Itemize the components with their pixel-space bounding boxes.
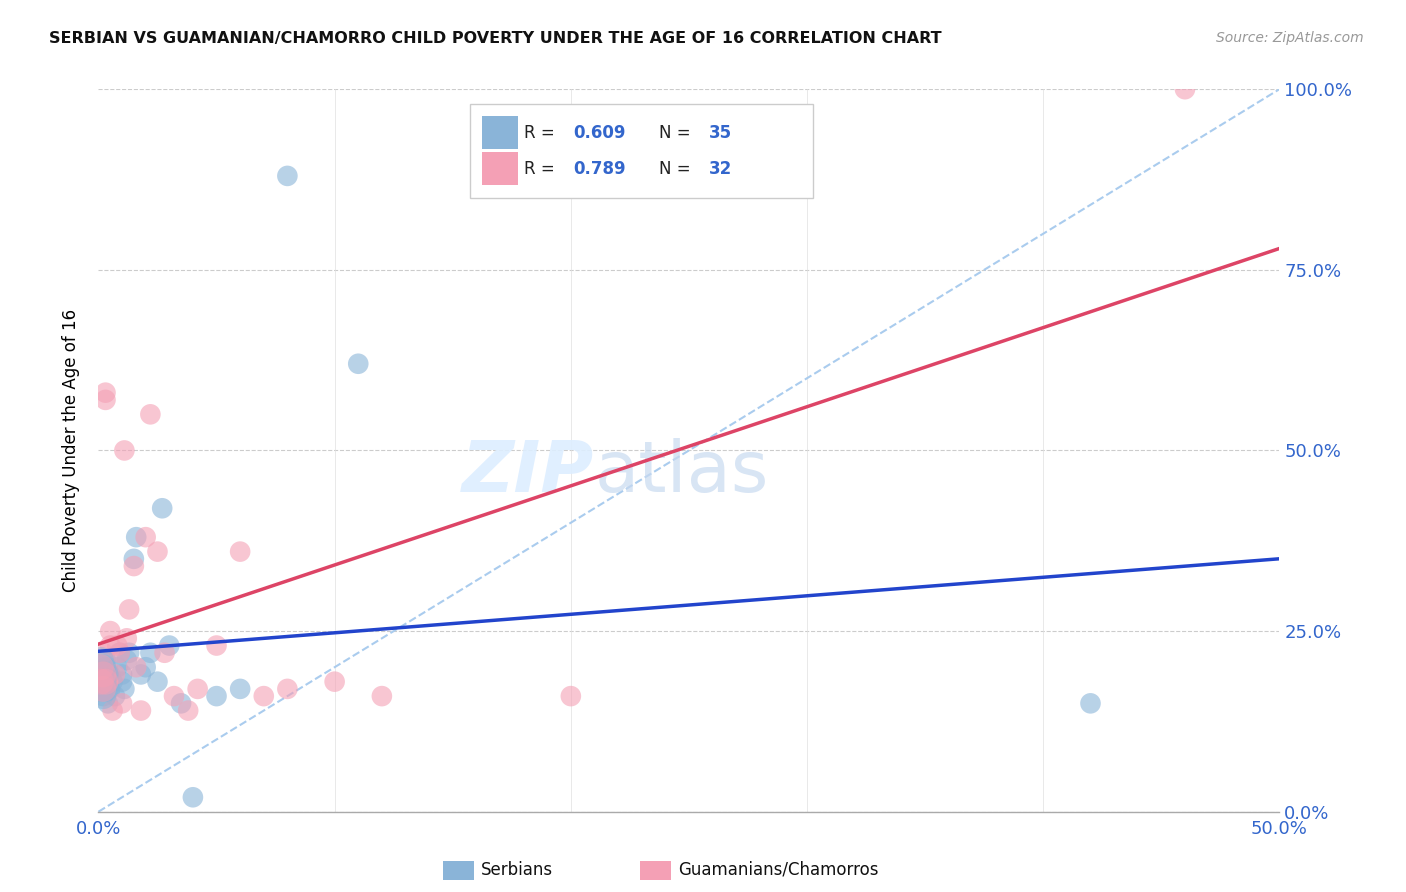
Point <box>177 704 200 718</box>
Point <box>98 639 121 653</box>
Point <box>98 681 121 696</box>
Point <box>94 392 117 407</box>
Point <box>94 667 117 681</box>
Point <box>253 689 276 703</box>
Point <box>112 443 135 458</box>
Point <box>129 667 152 681</box>
Point <box>125 530 148 544</box>
Point <box>371 689 394 703</box>
Point <box>170 696 193 710</box>
Point <box>229 544 252 558</box>
Point <box>347 357 370 371</box>
Point <box>205 639 228 653</box>
Point <box>187 681 209 696</box>
Point <box>108 646 131 660</box>
Point <box>97 674 120 689</box>
Point <box>104 689 127 703</box>
Point <box>94 653 117 667</box>
Point <box>98 667 121 681</box>
Point <box>163 689 186 703</box>
Point <box>94 385 117 400</box>
Text: 0.789: 0.789 <box>574 160 626 178</box>
Point <box>91 674 114 689</box>
Point <box>205 689 228 703</box>
Point <box>229 681 252 696</box>
Point <box>276 169 298 183</box>
Point <box>97 696 120 710</box>
Point <box>91 667 114 681</box>
Text: SERBIAN VS GUAMANIAN/CHAMORRO CHILD POVERTY UNDER THE AGE OF 16 CORRELATION CHAR: SERBIAN VS GUAMANIAN/CHAMORRO CHILD POVE… <box>49 31 942 46</box>
Point <box>90 681 112 696</box>
Point <box>118 602 141 616</box>
Text: R =: R = <box>523 160 560 178</box>
Point <box>91 689 114 703</box>
Point <box>97 660 120 674</box>
Point <box>115 632 138 646</box>
Point <box>111 667 134 681</box>
Point <box>153 646 176 660</box>
Point <box>90 660 112 674</box>
Point <box>101 704 124 718</box>
Point <box>112 681 135 696</box>
Point <box>181 790 204 805</box>
Bar <box>482 153 517 185</box>
Text: R =: R = <box>523 124 560 142</box>
Point <box>94 660 117 674</box>
Point <box>157 639 180 653</box>
Text: atlas: atlas <box>595 438 769 507</box>
Bar <box>482 116 517 149</box>
Point <box>94 674 117 689</box>
Point <box>98 624 121 639</box>
Point <box>135 530 157 544</box>
Point <box>101 674 124 689</box>
Point <box>139 646 162 660</box>
Point <box>150 501 173 516</box>
Point <box>125 660 148 674</box>
Point <box>129 704 152 718</box>
Point <box>122 559 145 574</box>
Point <box>115 653 138 667</box>
Text: N =: N = <box>659 160 696 178</box>
Point <box>94 667 117 681</box>
Point <box>1174 82 1197 96</box>
Point <box>135 660 157 674</box>
Bar <box>471 103 813 198</box>
Point <box>122 551 145 566</box>
Text: Serbians: Serbians <box>481 861 553 879</box>
Point <box>104 667 127 681</box>
Text: Source: ZipAtlas.com: Source: ZipAtlas.com <box>1216 31 1364 45</box>
Text: Guamanians/Chamorros: Guamanians/Chamorros <box>678 861 879 879</box>
Point <box>323 674 346 689</box>
Point <box>90 667 112 681</box>
Point <box>111 674 134 689</box>
Point <box>146 544 169 558</box>
Point <box>91 660 114 674</box>
Point <box>146 674 169 689</box>
Text: N =: N = <box>659 124 696 142</box>
Y-axis label: Child Poverty Under the Age of 16: Child Poverty Under the Age of 16 <box>62 309 80 592</box>
Point <box>91 674 114 689</box>
Point <box>90 653 112 667</box>
Point <box>276 681 298 696</box>
Text: 32: 32 <box>709 160 733 178</box>
Point <box>91 646 114 660</box>
Point <box>118 646 141 660</box>
Text: 35: 35 <box>709 124 733 142</box>
Point <box>139 407 162 421</box>
Text: ZIP: ZIP <box>463 438 595 507</box>
Point <box>94 681 117 696</box>
Point <box>91 689 114 703</box>
Point <box>97 674 120 689</box>
Point <box>111 696 134 710</box>
Text: 0.609: 0.609 <box>574 124 626 142</box>
Point <box>105 660 128 674</box>
Point <box>108 646 131 660</box>
Point <box>1080 696 1102 710</box>
Point <box>91 681 114 696</box>
Point <box>90 681 112 696</box>
Point <box>105 639 128 653</box>
Point <box>90 674 112 689</box>
Point <box>560 689 582 703</box>
